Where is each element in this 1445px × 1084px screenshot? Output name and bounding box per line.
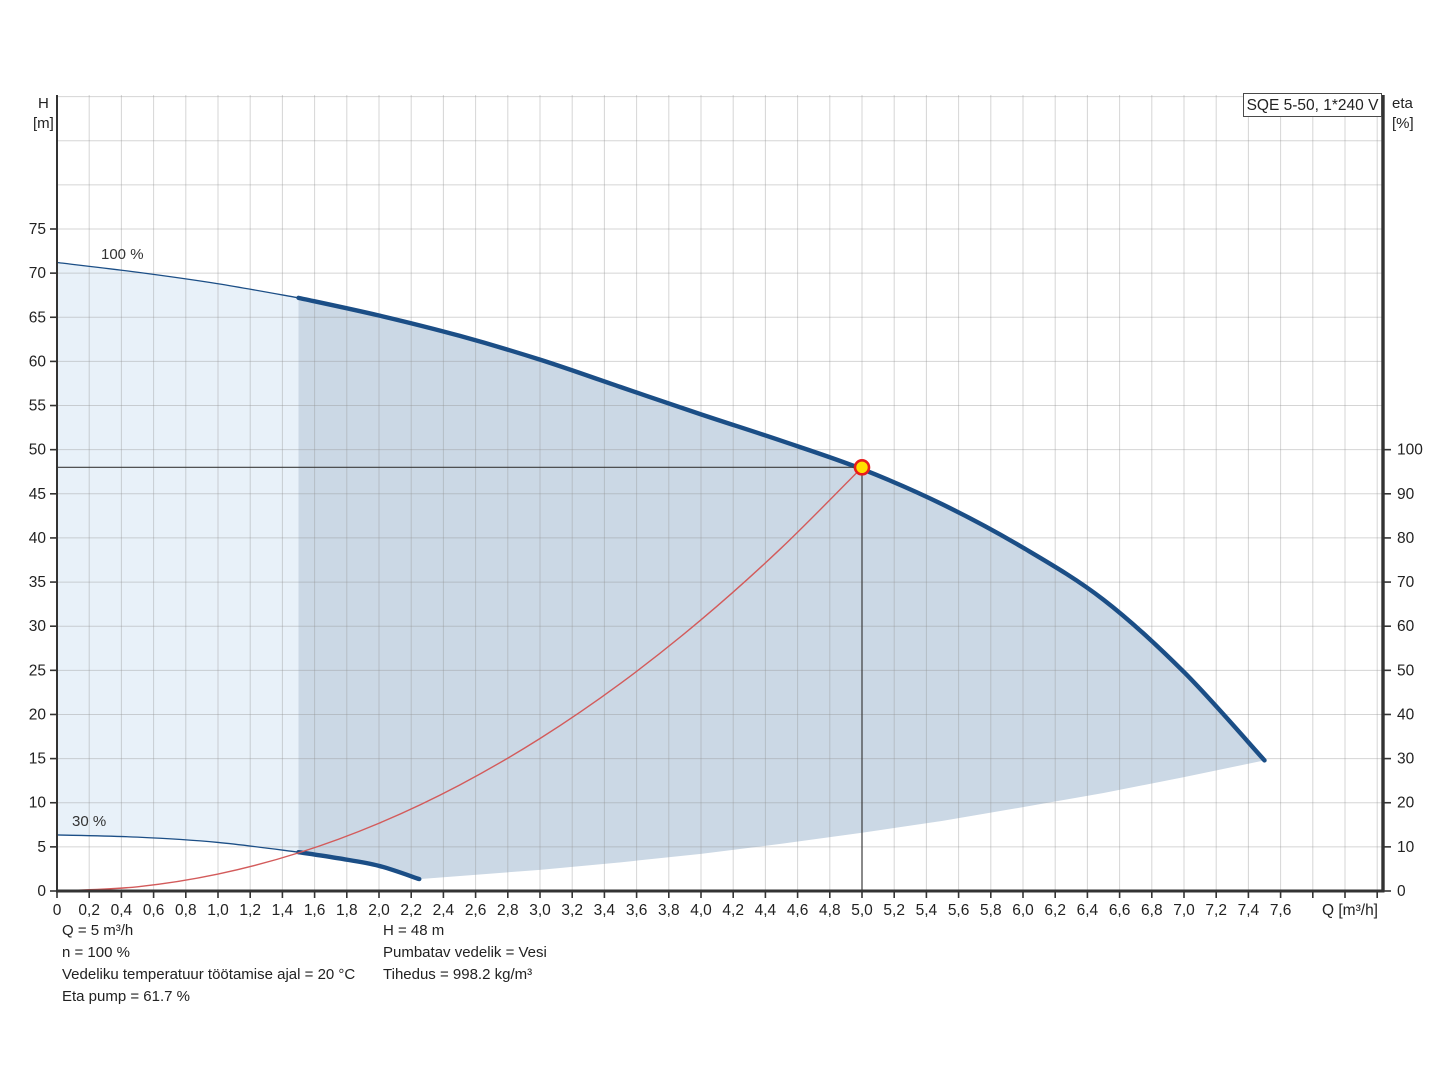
x-tick-label: 1,2	[239, 902, 261, 919]
x-tick-label: 0,4	[111, 902, 133, 919]
result-flow: Q = 5 m³/h	[62, 922, 134, 939]
h-tick-label: 5	[37, 839, 46, 856]
h-tick-label: 50	[29, 442, 47, 459]
x-tick-label: 3,0	[529, 902, 551, 919]
x-tick-label: 7,6	[1270, 902, 1292, 919]
h-tick-label: 25	[29, 662, 46, 679]
x-tick-label: 6,8	[1141, 902, 1163, 919]
x-tick-label: 0,8	[175, 902, 197, 919]
x-tick-label: 7,2	[1205, 902, 1227, 919]
x-tick-label: 4,0	[690, 902, 712, 919]
x-tick-label: 3,8	[658, 902, 680, 919]
x-tick-label: 0,6	[143, 902, 165, 919]
x-tick-label: 0	[53, 902, 62, 919]
h-tick-label: 0	[37, 883, 46, 900]
eta-tick-label: 50	[1397, 662, 1415, 679]
curve-label-100pct: 100 %	[101, 246, 144, 263]
eta-tick-label: 80	[1397, 530, 1415, 547]
eta-tick-label: 30	[1397, 751, 1415, 768]
result-pumped-liquid: Pumbatav vedelik = Vesi	[383, 944, 547, 961]
x-tick-label: 4,8	[819, 902, 841, 919]
x-tick-label: 3,2	[561, 902, 583, 919]
curve-label-30pct: 30 %	[72, 813, 107, 830]
x-tick-label: 2,6	[465, 902, 487, 919]
eta-tick-label: 60	[1397, 618, 1415, 635]
h-tick-label: 15	[29, 751, 46, 768]
x-tick-label: 4,2	[722, 902, 744, 919]
pump-curve-30pct-unclipped	[56, 834, 300, 853]
h-tick-label: 65	[29, 309, 46, 326]
duty-envelope-low-speed-region	[57, 262, 299, 853]
x-tick-label: 5,2	[883, 902, 905, 919]
left-axis-unit: [m]	[33, 115, 54, 132]
result-liquid-temperature: Vedeliku temperatuur töötamise ajal = 20…	[62, 966, 356, 983]
x-tick-label: 1,4	[272, 902, 294, 919]
operating-point-marker[interactable]	[853, 459, 871, 476]
system-curve	[56, 466, 863, 892]
x-tick-label: 4,6	[787, 902, 809, 919]
x-tick-label: 1,6	[304, 902, 326, 919]
x-tick-label: 2,4	[433, 902, 455, 919]
pump-model-title-box: SQE 5-50, 1*240 V	[1243, 93, 1382, 117]
pump-curve-100pct-unclipped	[56, 261, 300, 299]
x-tick-label: 1,0	[207, 902, 229, 919]
eta-tick-label: 40	[1397, 706, 1415, 723]
eta-tick-label: 20	[1397, 795, 1415, 812]
x-tick-label: 6,6	[1109, 902, 1131, 919]
h-tick-label: 70	[29, 265, 47, 282]
left-axis-unit-label: H [m]	[33, 94, 54, 134]
x-tick-label: 5,8	[980, 902, 1002, 919]
result-eta-pump: Eta pump = 61.7 %	[62, 988, 190, 1005]
eta-tick-label: 90	[1397, 486, 1415, 503]
right-axis-unit-label: eta [%]	[1392, 94, 1414, 134]
pump-curve-30pct	[296, 849, 422, 882]
eta-tick-label: 10	[1397, 839, 1415, 856]
h-tick-label: 40	[29, 530, 47, 547]
h-tick-label: 35	[29, 574, 46, 591]
h-tick-label: 45	[29, 486, 46, 503]
x-tick-label: 2,0	[368, 902, 390, 919]
x-axis-title: Q [m³/h]	[1322, 902, 1378, 919]
result-speed: n = 100 %	[62, 944, 130, 961]
x-tick-label: 3,6	[626, 902, 648, 919]
x-tick-label: 3,4	[594, 902, 616, 919]
h-tick-label: 55	[29, 398, 46, 415]
x-tick-label: 0,2	[78, 902, 100, 919]
h-tick-label: 10	[29, 795, 47, 812]
duty-envelope-operating-region	[298, 297, 1265, 880]
eta-tick-label: 70	[1397, 574, 1415, 591]
x-tick-label: 1,8	[336, 902, 358, 919]
result-density: Tihedus = 998.2 kg/m³	[383, 966, 533, 983]
h-tick-label: 30	[29, 618, 47, 635]
left-axis-quantity: H	[38, 95, 49, 112]
result-text-column-1: Q = 5 m³/h n = 100 % Vedeliku temperatuu…	[62, 920, 355, 1008]
x-tick-label: 5,6	[948, 902, 970, 919]
eta-tick-label: 100	[1397, 442, 1423, 459]
pump-curve-100pct	[296, 295, 1267, 763]
x-tick-label: 4,4	[755, 902, 777, 919]
h-tick-label: 20	[29, 706, 47, 723]
x-tick-label: 7,4	[1238, 902, 1260, 919]
h-tick-label: 75	[29, 221, 46, 238]
x-tick-label: 6,2	[1044, 902, 1066, 919]
h-tick-label: 60	[29, 353, 47, 370]
result-head: H = 48 m	[383, 922, 445, 939]
eta-tick-label: 0	[1397, 883, 1406, 900]
x-tick-label: 7,0	[1173, 902, 1195, 919]
x-tick-label: 6,4	[1077, 902, 1099, 919]
x-tick-label: 2,2	[400, 902, 422, 919]
x-tick-label: 6,0	[1012, 902, 1034, 919]
x-tick-label: 5,4	[916, 902, 938, 919]
right-axis-unit: [%]	[1392, 115, 1414, 132]
x-tick-label: 2,8	[497, 902, 519, 919]
result-text-column-2: H = 48 m Pumbatav vedelik = Vesi Tihedus…	[383, 920, 547, 986]
right-axis-quantity: eta	[1392, 95, 1413, 112]
x-tick-label: 5,0	[851, 902, 873, 919]
